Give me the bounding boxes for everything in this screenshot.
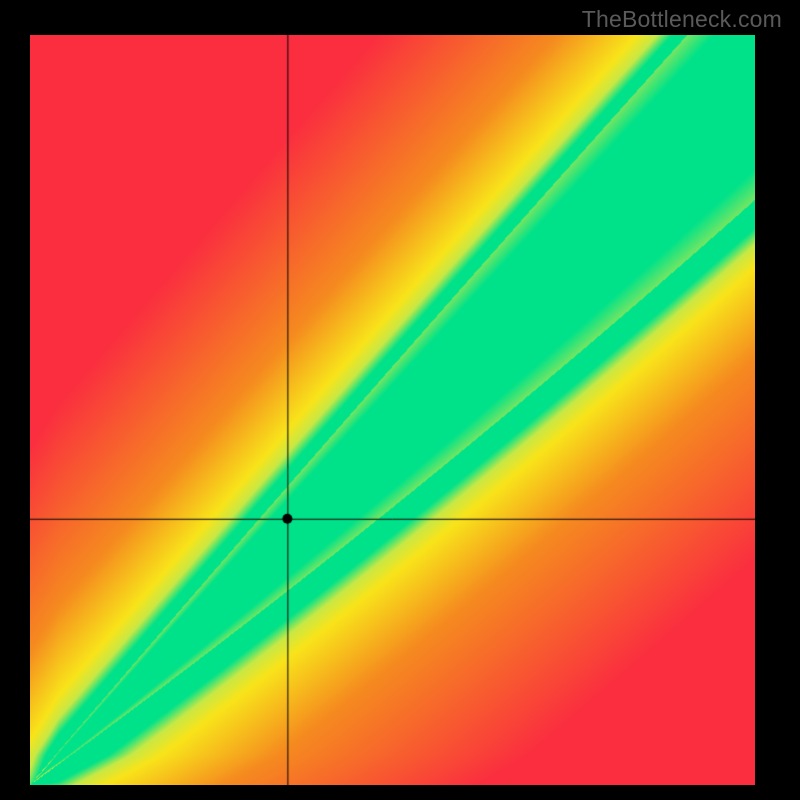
watermark-text: TheBottleneck.com	[582, 6, 782, 33]
bottleneck-heatmap	[30, 35, 755, 785]
